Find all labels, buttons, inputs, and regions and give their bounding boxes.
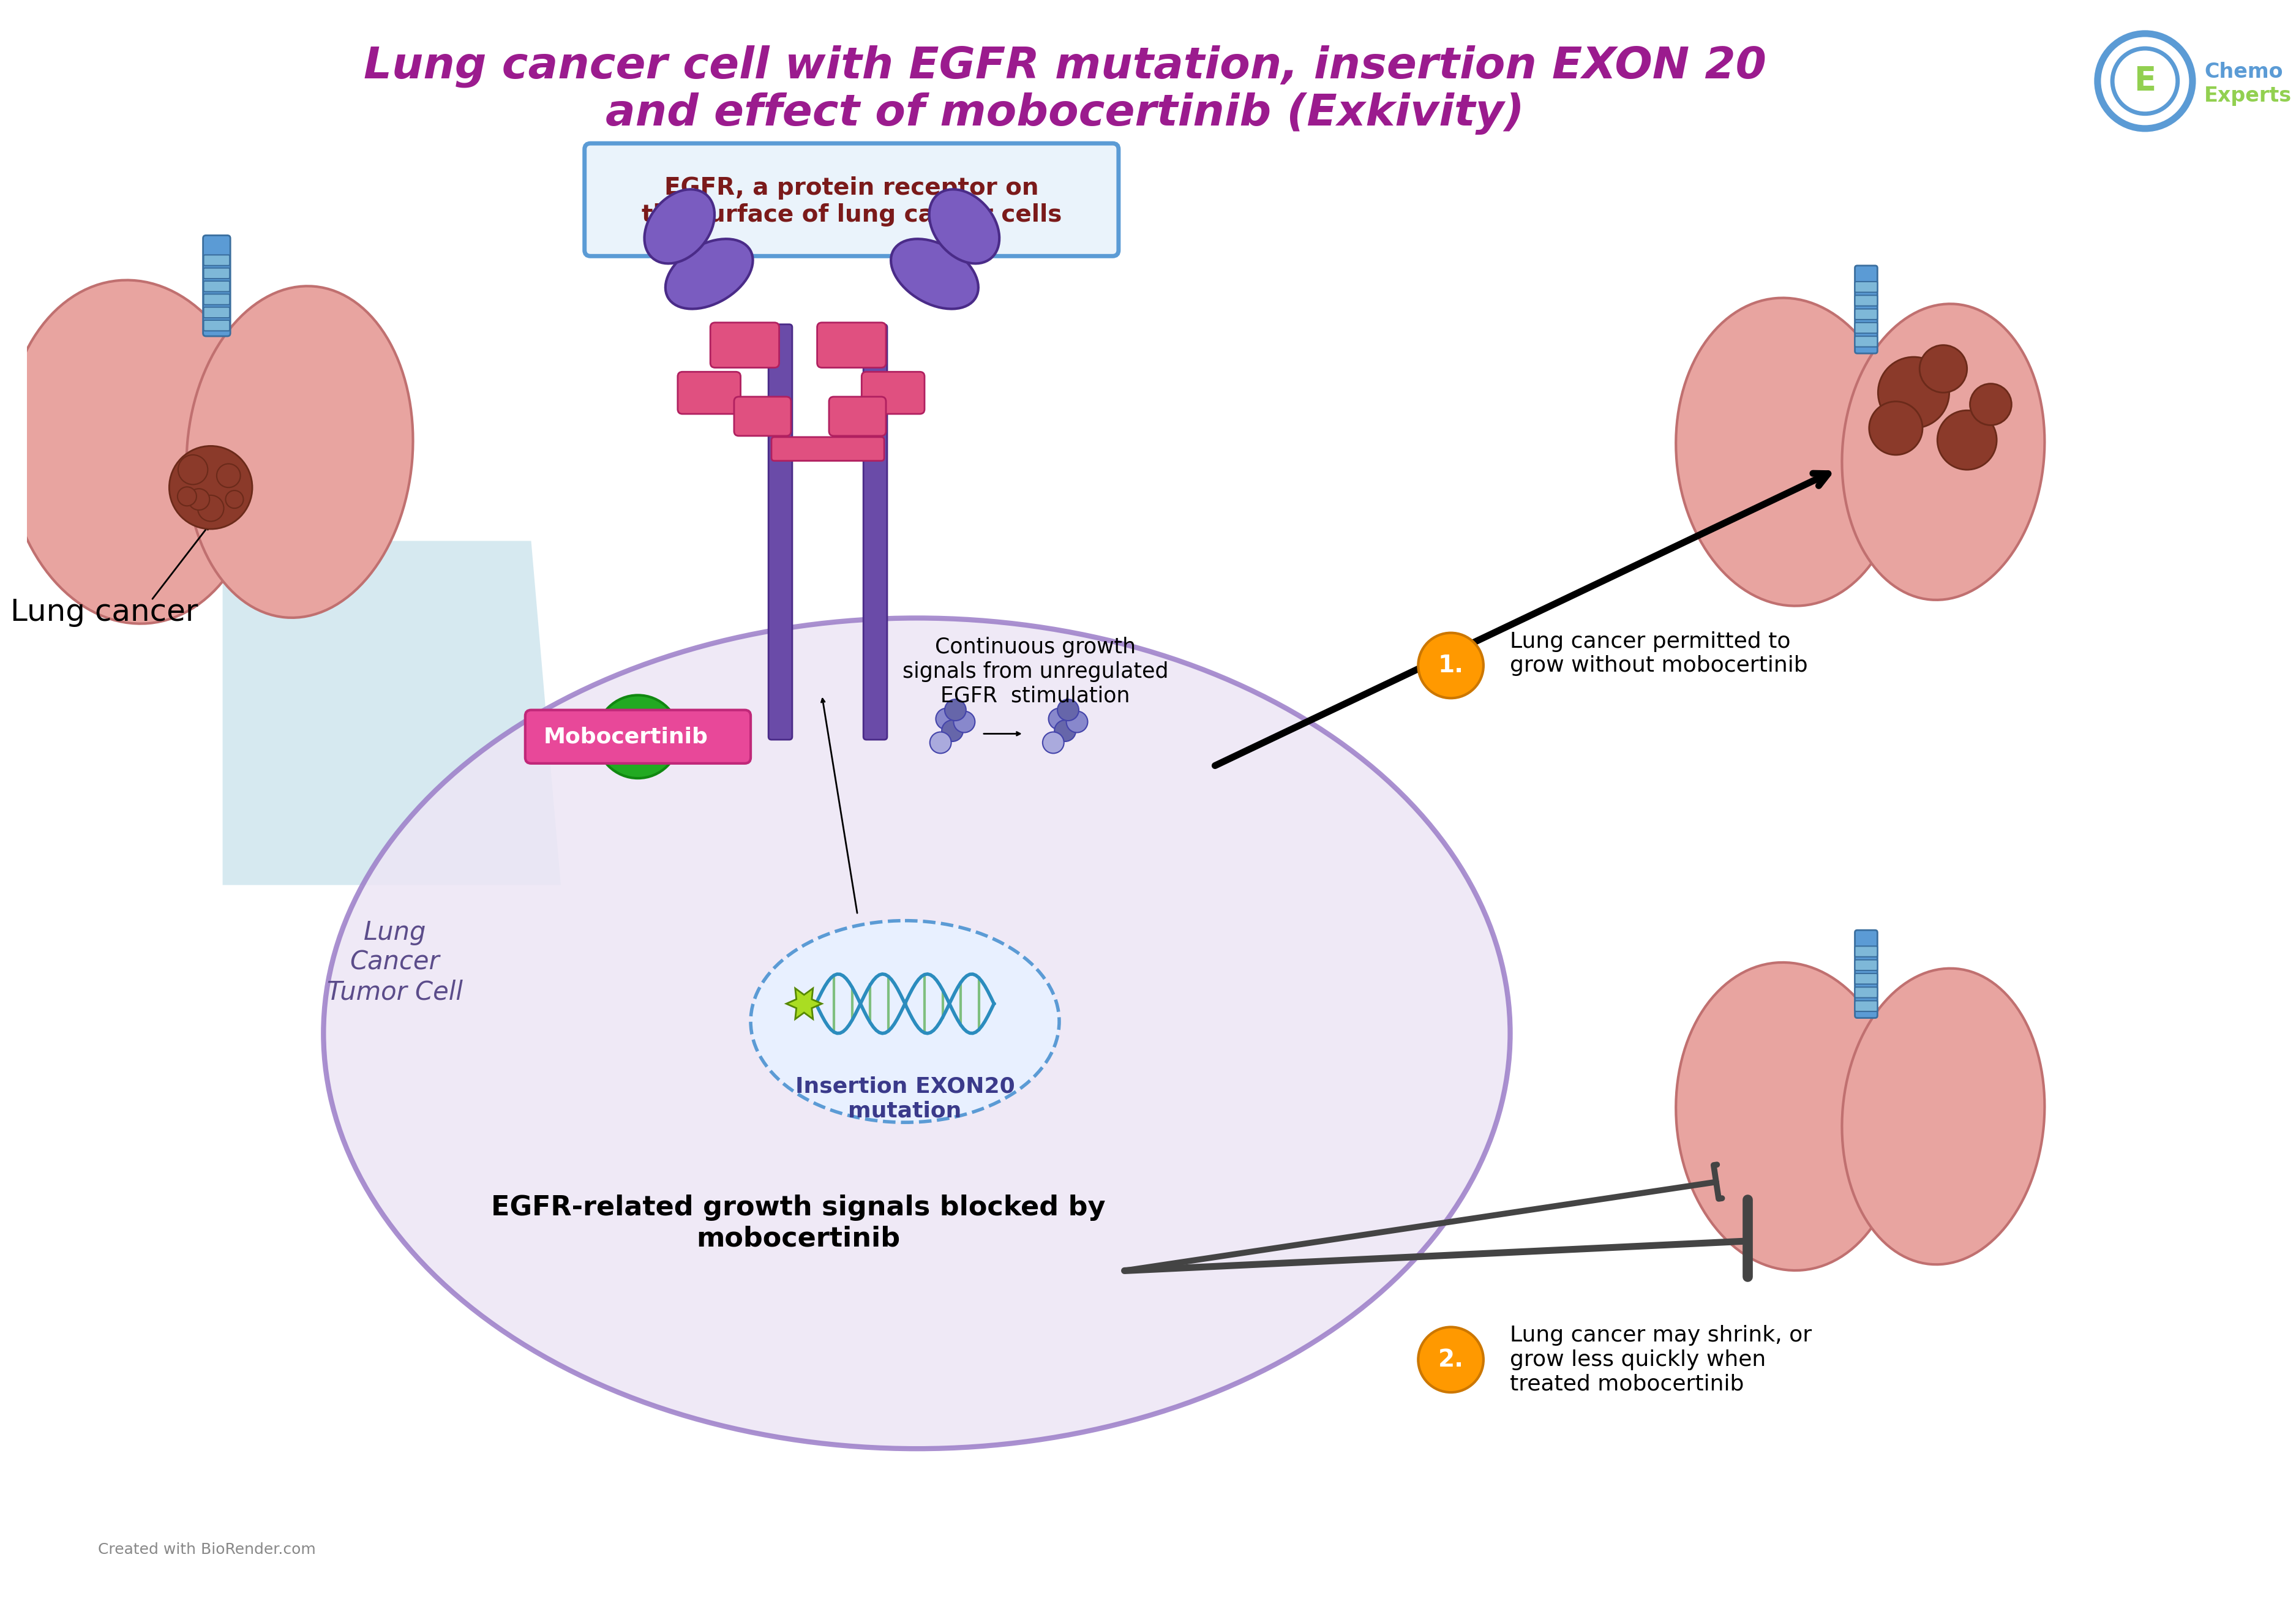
Circle shape bbox=[1970, 384, 2011, 425]
Circle shape bbox=[1419, 1326, 1483, 1392]
Text: 2.: 2. bbox=[1437, 1349, 1463, 1371]
FancyBboxPatch shape bbox=[769, 324, 792, 740]
FancyBboxPatch shape bbox=[204, 256, 230, 265]
Circle shape bbox=[1054, 721, 1077, 741]
FancyBboxPatch shape bbox=[1855, 323, 1878, 334]
FancyBboxPatch shape bbox=[863, 324, 886, 740]
Polygon shape bbox=[785, 988, 822, 1020]
FancyBboxPatch shape bbox=[1855, 265, 1878, 353]
Text: Lung cancer cell with EGFR mutation, insertion EXON 20: Lung cancer cell with EGFR mutation, ins… bbox=[363, 45, 1766, 88]
FancyBboxPatch shape bbox=[817, 323, 886, 368]
Circle shape bbox=[1042, 732, 1063, 753]
Circle shape bbox=[225, 491, 243, 508]
FancyBboxPatch shape bbox=[204, 294, 230, 305]
Circle shape bbox=[177, 487, 197, 507]
Text: Lung cancer permitted to
grow without mobocertinib: Lung cancer permitted to grow without mo… bbox=[1511, 631, 1807, 676]
Ellipse shape bbox=[891, 240, 978, 308]
Text: E: E bbox=[2133, 66, 2156, 97]
Ellipse shape bbox=[1841, 968, 2046, 1264]
FancyBboxPatch shape bbox=[709, 323, 778, 368]
Circle shape bbox=[216, 463, 241, 487]
Ellipse shape bbox=[324, 618, 1511, 1449]
Ellipse shape bbox=[1676, 297, 1901, 606]
FancyBboxPatch shape bbox=[1855, 973, 1878, 984]
Circle shape bbox=[937, 708, 957, 730]
FancyBboxPatch shape bbox=[204, 307, 230, 318]
FancyBboxPatch shape bbox=[526, 710, 751, 764]
Circle shape bbox=[1049, 708, 1070, 730]
Ellipse shape bbox=[1841, 304, 2046, 599]
Text: Chemo: Chemo bbox=[2204, 62, 2282, 81]
PathPatch shape bbox=[223, 540, 560, 885]
Text: and effect of mobocertinib (Exkivity): and effect of mobocertinib (Exkivity) bbox=[606, 93, 1525, 134]
FancyBboxPatch shape bbox=[585, 144, 1118, 256]
Ellipse shape bbox=[186, 286, 413, 618]
Circle shape bbox=[953, 711, 976, 732]
Text: Lung
Cancer
Tumor Cell: Lung Cancer Tumor Cell bbox=[326, 919, 461, 1005]
Circle shape bbox=[179, 455, 207, 484]
FancyBboxPatch shape bbox=[1855, 281, 1878, 292]
FancyBboxPatch shape bbox=[829, 396, 886, 436]
Text: Created with BioRender.com: Created with BioRender.com bbox=[99, 1542, 317, 1556]
FancyBboxPatch shape bbox=[1855, 946, 1878, 957]
Text: 1.: 1. bbox=[1437, 654, 1463, 678]
Circle shape bbox=[930, 732, 951, 753]
FancyBboxPatch shape bbox=[1855, 336, 1878, 347]
Circle shape bbox=[197, 495, 223, 521]
FancyBboxPatch shape bbox=[1855, 960, 1878, 970]
Text: Lung cancer may shrink, or
grow less quickly when
treated mobocertinib: Lung cancer may shrink, or grow less qui… bbox=[1511, 1325, 1812, 1393]
Ellipse shape bbox=[666, 240, 753, 308]
FancyBboxPatch shape bbox=[1855, 296, 1878, 305]
FancyBboxPatch shape bbox=[1855, 308, 1878, 320]
Circle shape bbox=[188, 489, 209, 510]
Circle shape bbox=[1058, 700, 1079, 721]
Circle shape bbox=[1869, 401, 1922, 455]
Ellipse shape bbox=[930, 189, 999, 264]
Text: EGFR, a protein receptor on
the surface of lung cancer cells: EGFR, a protein receptor on the surface … bbox=[641, 176, 1061, 227]
FancyBboxPatch shape bbox=[204, 281, 230, 292]
FancyBboxPatch shape bbox=[861, 372, 925, 414]
Text: EGFR-related growth signals blocked by
mobocertinib: EGFR-related growth signals blocked by m… bbox=[491, 1195, 1104, 1251]
FancyBboxPatch shape bbox=[204, 320, 230, 331]
Circle shape bbox=[1938, 411, 1998, 470]
FancyBboxPatch shape bbox=[202, 235, 230, 336]
FancyBboxPatch shape bbox=[204, 268, 230, 278]
Ellipse shape bbox=[5, 280, 262, 623]
Text: Lung cancer: Lung cancer bbox=[9, 598, 197, 626]
FancyBboxPatch shape bbox=[677, 372, 742, 414]
Text: Insertion EXON20
mutation: Insertion EXON20 mutation bbox=[794, 1075, 1015, 1122]
Circle shape bbox=[1878, 356, 1949, 428]
Circle shape bbox=[1419, 633, 1483, 698]
Circle shape bbox=[944, 700, 967, 721]
FancyBboxPatch shape bbox=[735, 396, 792, 436]
Ellipse shape bbox=[645, 189, 714, 264]
Circle shape bbox=[941, 721, 962, 741]
Circle shape bbox=[597, 695, 680, 778]
FancyBboxPatch shape bbox=[1855, 1000, 1878, 1012]
Ellipse shape bbox=[751, 920, 1058, 1122]
Circle shape bbox=[1919, 345, 1968, 393]
Text: Continuous growth
signals from unregulated
EGFR  stimulation: Continuous growth signals from unregulat… bbox=[902, 638, 1169, 706]
Text: Mobocertinib: Mobocertinib bbox=[544, 727, 709, 748]
Circle shape bbox=[1065, 711, 1088, 732]
Circle shape bbox=[170, 446, 253, 529]
Ellipse shape bbox=[1676, 962, 1901, 1270]
FancyBboxPatch shape bbox=[1855, 988, 1878, 997]
FancyBboxPatch shape bbox=[771, 438, 884, 460]
Text: Experts: Experts bbox=[2204, 86, 2291, 105]
FancyBboxPatch shape bbox=[1855, 930, 1878, 1018]
